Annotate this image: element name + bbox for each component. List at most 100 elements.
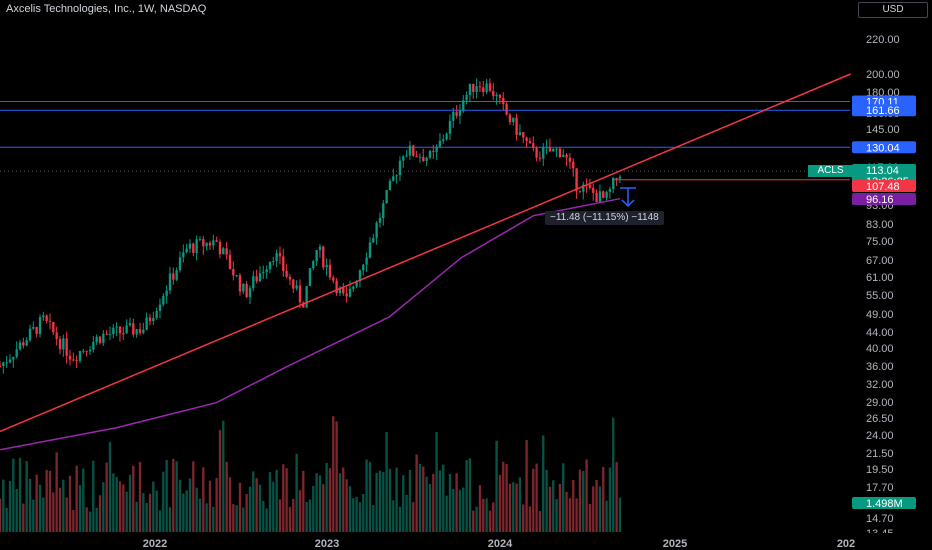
price-tick-label: 61.00 xyxy=(866,272,894,284)
volume-bar xyxy=(232,504,235,532)
candle-body xyxy=(362,264,365,271)
volume-bar xyxy=(258,484,262,532)
volume-bar xyxy=(75,465,78,532)
price-axis[interactable]: 280.00220.00200.00180.00160.00145.00117.… xyxy=(852,0,932,540)
level-badge xyxy=(852,141,916,154)
horizontal-levels[interactable] xyxy=(0,101,850,181)
volume-bar xyxy=(85,507,88,532)
volume-bar xyxy=(192,461,195,532)
candle-body xyxy=(245,283,248,298)
candle-body xyxy=(402,156,405,161)
candle-body xyxy=(205,242,208,247)
candle-body xyxy=(555,148,558,150)
candle-body xyxy=(195,239,198,253)
candle-body xyxy=(445,133,448,140)
level-badge-text: 130.04 xyxy=(866,142,900,154)
candle-body xyxy=(448,120,452,134)
candle-body xyxy=(342,287,345,294)
candle-body xyxy=(382,203,385,219)
volume-bar xyxy=(182,493,185,532)
time-tick-label: 2025 xyxy=(663,538,687,550)
price-tick-label: 19.50 xyxy=(866,464,894,476)
candle-body xyxy=(502,97,505,104)
price-tick-label: 83.00 xyxy=(866,219,894,231)
time-axis[interactable]: 2022 2023 2024 2025 202 xyxy=(0,533,932,550)
volume-bar xyxy=(55,452,58,532)
volume-bar xyxy=(425,476,428,532)
volume-bar xyxy=(325,462,328,532)
candle-body xyxy=(92,341,95,350)
candle-body xyxy=(508,114,512,123)
volume-bar xyxy=(415,454,418,532)
candle-body xyxy=(482,87,485,93)
chart-title: Axcelis Technologies, Inc., 1W, NASDAQ xyxy=(6,3,207,15)
candle-body xyxy=(545,146,548,148)
volume-bar xyxy=(98,495,102,532)
volume-bar xyxy=(318,475,322,532)
volume-bar xyxy=(95,507,98,532)
candle-body xyxy=(95,336,98,342)
volume-bar xyxy=(78,485,82,532)
volume-bar xyxy=(522,504,525,532)
level-badge xyxy=(852,104,916,117)
volume-bar xyxy=(502,461,505,532)
time-tick-label: 2024 xyxy=(488,538,513,550)
volume-bar xyxy=(558,483,562,532)
volume-bar xyxy=(65,497,68,532)
volume-bar xyxy=(145,503,148,532)
candle-body xyxy=(152,317,155,322)
candle-body xyxy=(252,276,255,289)
candle-body xyxy=(538,157,542,159)
volume-bar xyxy=(455,473,458,532)
volume-bar xyxy=(405,494,408,532)
volume-bar xyxy=(32,499,35,532)
volume-bar xyxy=(295,453,298,532)
trendline-layer[interactable] xyxy=(0,73,851,433)
candle-body xyxy=(65,338,68,356)
candle-body xyxy=(542,147,545,159)
measure-label: −11.48 (−11.15%) −1148 xyxy=(545,211,664,225)
volume-bar xyxy=(242,507,245,532)
volume-bar xyxy=(355,496,358,532)
candle-body xyxy=(548,146,552,152)
volume-bar xyxy=(448,473,452,532)
volume-bar xyxy=(612,417,615,532)
volume-bar xyxy=(562,463,565,532)
candle-body xyxy=(285,270,288,277)
volume-bars xyxy=(0,416,622,532)
candle-body xyxy=(582,184,585,192)
volume-bar xyxy=(275,469,278,532)
candle-body xyxy=(392,176,395,181)
volume-bar xyxy=(132,465,135,532)
currency-button[interactable]: USD xyxy=(858,2,928,18)
candle-body xyxy=(352,286,355,289)
candle-body xyxy=(435,146,438,153)
trendline xyxy=(0,73,851,433)
candle-body xyxy=(188,243,192,249)
candle-body xyxy=(155,311,158,318)
candle-body xyxy=(265,269,268,273)
volume-bar xyxy=(72,509,75,532)
candle-body xyxy=(495,94,498,97)
candle-body xyxy=(168,273,172,291)
candle-body xyxy=(242,283,245,292)
candle-body xyxy=(0,365,2,367)
candle-body xyxy=(398,160,402,176)
volume-bar xyxy=(378,470,382,532)
candle-body xyxy=(518,132,522,135)
volume-bar xyxy=(395,467,398,532)
volume-bar xyxy=(158,510,162,532)
candle-body xyxy=(302,302,305,308)
volume-bar xyxy=(332,416,335,532)
candle-body xyxy=(452,112,455,121)
candle-body xyxy=(102,333,105,343)
volume-bar xyxy=(465,460,468,532)
candle-body xyxy=(115,326,118,328)
candle-body xyxy=(72,359,75,361)
candle-body xyxy=(255,276,258,282)
volume-bar xyxy=(572,480,575,532)
measure-tool[interactable] xyxy=(620,187,636,208)
volume-bar xyxy=(58,487,62,532)
